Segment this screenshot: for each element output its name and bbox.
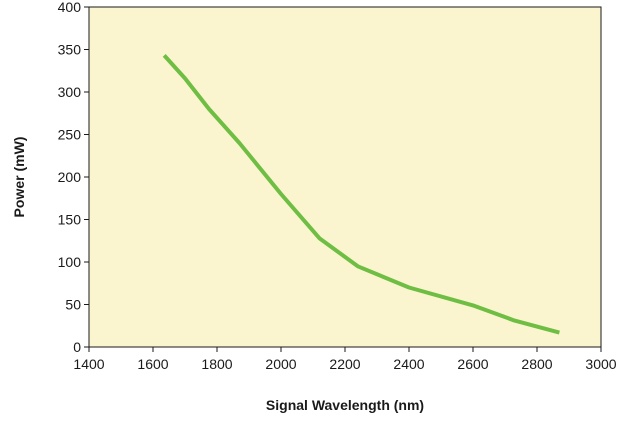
x-tick-label: 2400 — [393, 356, 424, 372]
y-tick-label: 50 — [65, 297, 81, 313]
x-axis-ticks: 1400 1600 1800 2000 2200 2400 2600 2800 3000 — [73, 347, 617, 372]
x-tick-label: 2000 — [265, 356, 296, 372]
x-tick-label: 1600 — [137, 356, 168, 372]
x-axis-title: Signal Wavelength (nm) — [266, 397, 424, 413]
y-tick-label: 150 — [58, 212, 82, 228]
x-tick-label: 3000 — [585, 356, 616, 372]
x-tick-label: 1400 — [73, 356, 104, 372]
x-tick-label: 2200 — [329, 356, 360, 372]
y-tick-label: 400 — [58, 0, 82, 15]
y-tick-label: 300 — [58, 84, 82, 100]
y-axis-ticks: 0 50 100 150 200 250 300 350 400 — [58, 0, 89, 355]
y-axis-title: Power (mW) — [11, 137, 27, 218]
y-tick-label: 0 — [73, 339, 81, 355]
plot-area-frame — [88, 6, 602, 348]
x-tick-label: 2800 — [521, 356, 552, 372]
y-tick-label: 100 — [58, 254, 82, 270]
y-tick-label: 350 — [58, 42, 82, 58]
y-tick-label: 250 — [58, 127, 82, 143]
series-line — [162, 54, 560, 335]
x-tick-label: 1800 — [201, 356, 232, 372]
y-tick-label: 200 — [58, 169, 82, 185]
x-tick-label: 2600 — [457, 356, 488, 372]
